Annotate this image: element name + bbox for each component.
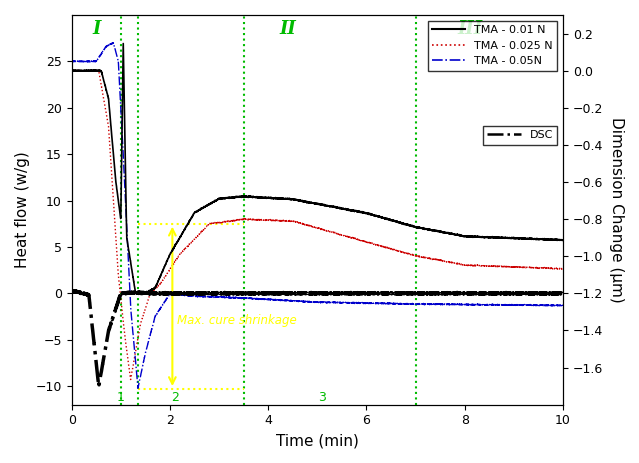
Text: 1: 1	[117, 391, 125, 404]
Text: I: I	[92, 20, 100, 38]
Text: Max. cure shrinkage: Max. cure shrinkage	[177, 314, 297, 327]
Text: 2: 2	[171, 391, 179, 404]
Text: III: III	[457, 20, 482, 38]
Legend: DSC: DSC	[483, 126, 557, 144]
Text: 3: 3	[318, 391, 326, 404]
Y-axis label: Dimension Change (μm): Dimension Change (μm)	[609, 117, 624, 303]
X-axis label: Time (min): Time (min)	[276, 433, 358, 448]
Y-axis label: Heat flow (w/g): Heat flow (w/g)	[15, 151, 30, 268]
Text: II: II	[279, 20, 296, 38]
